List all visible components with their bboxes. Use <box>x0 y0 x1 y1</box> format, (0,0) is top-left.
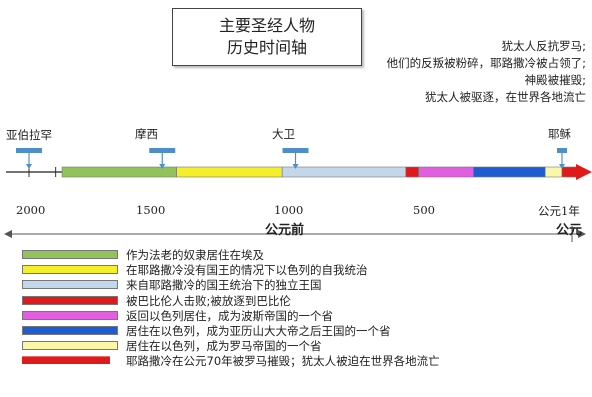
title-line-2: 历史时间轴 <box>226 38 307 57</box>
legend-label: 作为法老的奴隶居住在埃及 <box>126 248 264 262</box>
legend-label: 返回以色列居住，成为波斯帝国的一个省 <box>126 308 333 323</box>
person-marker-2 <box>282 148 309 169</box>
note-line-2: 他们的反叛被粉碎，耶路撒冷被占领了; <box>386 56 586 70</box>
legend-swatch <box>22 356 122 365</box>
marker-cap <box>16 148 42 153</box>
marker-cap <box>557 148 567 153</box>
legend-swatch <box>22 280 118 290</box>
marker-tip <box>559 164 565 169</box>
person-markers <box>16 148 567 169</box>
person-marker-3 <box>557 148 567 169</box>
person-label-moses: 摩西 <box>135 127 158 141</box>
legend-swatch <box>22 310 118 320</box>
marker-tip <box>159 164 166 169</box>
period-bars <box>61 166 581 178</box>
legend-label: 居住在以色列，成为罗马帝国的一个省 <box>126 339 322 354</box>
period-bar-6 <box>544 166 563 178</box>
period-bar-3 <box>405 166 419 178</box>
period-bar-4 <box>418 166 474 178</box>
person-label-abraham: 亚伯拉罕 <box>6 128 52 142</box>
legend-label: 被巴比伦人击败;被放逐到巴比伦 <box>126 293 291 308</box>
person-label-jesus: 耶稣 <box>548 127 571 141</box>
legend-swatch <box>22 265 118 275</box>
person-marker-0 <box>16 148 42 169</box>
exile-note: 犹太人反抗罗马; 他们的反叛被粉碎，耶路撒冷被占领了; 神殿被摧毁; 犹太人被驱… <box>387 38 586 106</box>
marker-cap <box>149 148 176 153</box>
bc-arrow-head <box>4 230 12 238</box>
title-box: 主要圣经人物 历史时间轴 <box>172 8 362 66</box>
legend-swatch <box>22 325 118 335</box>
legend-label: 来自耶路撒冷的国王统治下的独立王国 <box>126 278 322 293</box>
marker-cap <box>282 148 309 153</box>
period-bar-2 <box>281 166 407 178</box>
period-bar-0 <box>61 166 177 178</box>
tick-label-ad1: 公元1年 <box>538 204 580 218</box>
title-line-1: 主要圣经人物 <box>218 16 315 35</box>
legend-label: 在耶路撒冷没有国王的情况下以色列的自我统治 <box>126 263 368 278</box>
note-line-3: 神殿被摧毁; <box>524 73 586 87</box>
era-label-ad: 公元 <box>556 223 583 238</box>
period-bar-1 <box>176 166 283 178</box>
legend-swatch <box>22 250 118 259</box>
legend-label: 耶路撒冷在公元70年被罗马摧毁；犹太人被迫在世界各地流亡 <box>126 354 440 369</box>
ad-arrow-head <box>578 230 586 238</box>
timeline-graphic <box>4 148 592 242</box>
timeline-arrow-head <box>576 164 592 180</box>
person-marker-1 <box>149 148 176 169</box>
tick-label-1500: 1500 <box>136 203 166 217</box>
tick-label-1000: 1000 <box>274 203 304 217</box>
marker-tip <box>26 164 32 169</box>
tick-label-500: 500 <box>413 203 435 217</box>
person-label-david: 大卫 <box>272 127 295 141</box>
legend-swatch <box>22 295 118 305</box>
note-line-1: 犹太人反抗罗马; <box>501 39 586 53</box>
note-line-4: 犹太人被驱逐，在世界各地流亡 <box>425 90 586 104</box>
marker-tip <box>292 164 299 169</box>
tick-label-2000: 2000 <box>16 203 46 217</box>
period-bar-5 <box>473 166 546 178</box>
era-label-bc: 公元前 <box>265 223 305 238</box>
legend-label: 居住在以色列，成为亚历山大大帝之后王国的一个省 <box>126 323 391 338</box>
legend-swatch <box>22 341 118 351</box>
